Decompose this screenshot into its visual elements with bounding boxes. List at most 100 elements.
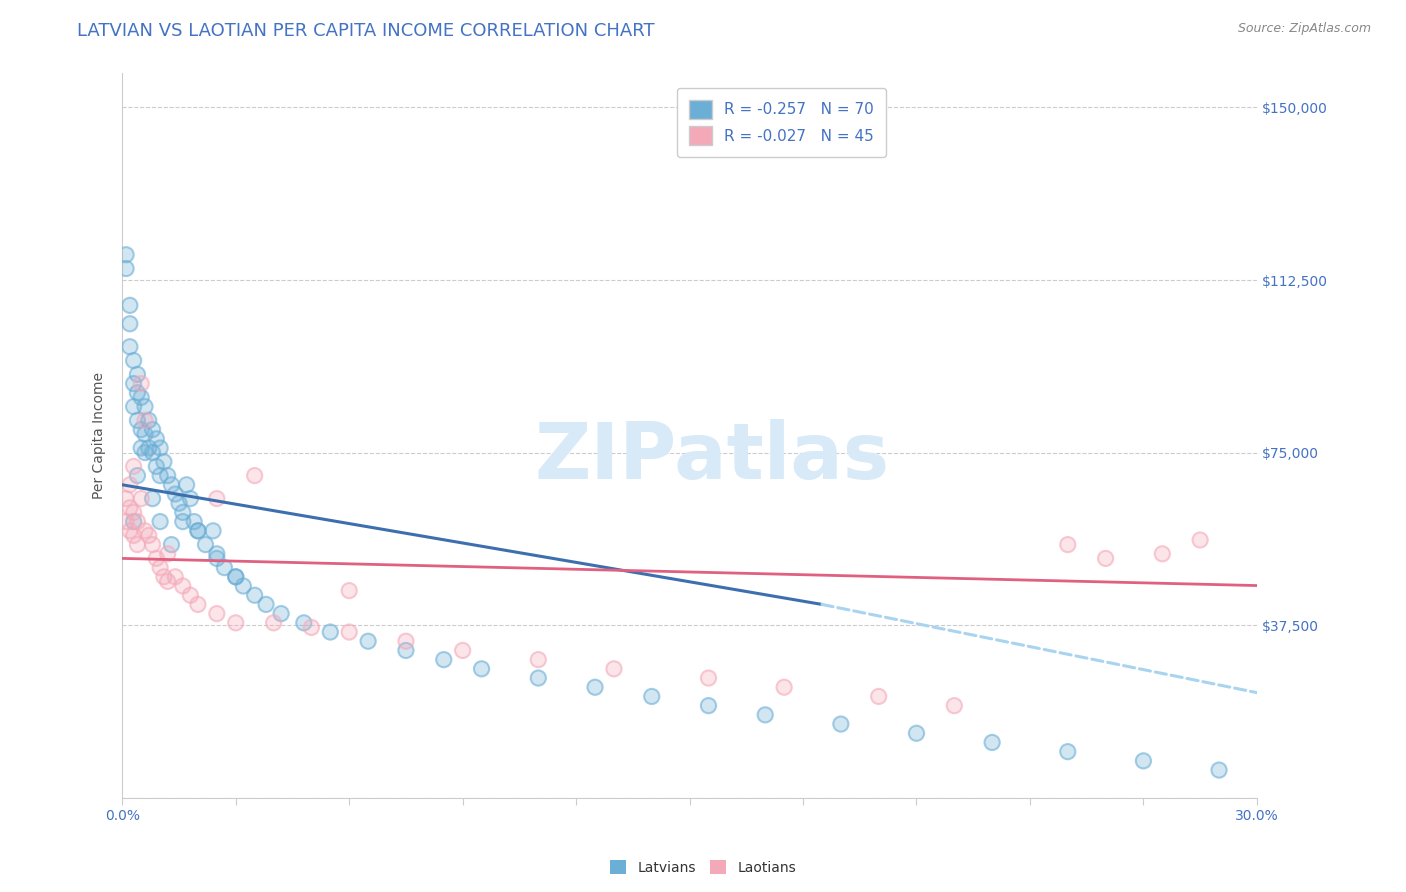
Point — [183, 515, 205, 529]
Point — [754, 707, 776, 722]
Point — [149, 560, 172, 574]
Point — [179, 491, 201, 506]
Point — [118, 340, 141, 354]
Point — [471, 662, 494, 676]
Point — [395, 634, 418, 648]
Point — [138, 441, 160, 455]
Point — [830, 717, 852, 731]
Point — [773, 680, 796, 694]
Point — [127, 515, 149, 529]
Point — [299, 620, 322, 634]
Point — [868, 690, 890, 704]
Point — [145, 459, 167, 474]
Point — [292, 615, 315, 630]
Point — [773, 680, 796, 694]
Point — [122, 400, 145, 414]
Point — [134, 427, 156, 442]
Point — [118, 317, 141, 331]
Point — [527, 653, 550, 667]
Point — [134, 524, 156, 538]
Point — [205, 551, 228, 566]
Point — [1132, 754, 1154, 768]
Point — [122, 376, 145, 391]
Point — [129, 491, 152, 506]
Point — [179, 588, 201, 602]
Point — [122, 376, 145, 391]
Point — [153, 570, 176, 584]
Point — [122, 505, 145, 519]
Point — [1152, 547, 1174, 561]
Point — [118, 477, 141, 491]
Point — [167, 496, 190, 510]
Point — [149, 468, 172, 483]
Point — [145, 551, 167, 566]
Point — [149, 560, 172, 574]
Point — [129, 390, 152, 404]
Point — [202, 524, 225, 538]
Point — [165, 570, 187, 584]
Point — [156, 547, 179, 561]
Point — [156, 468, 179, 483]
Point — [292, 615, 315, 630]
Point — [205, 547, 228, 561]
Point — [165, 570, 187, 584]
Point — [122, 353, 145, 368]
Point — [176, 477, 198, 491]
Point — [194, 538, 217, 552]
Point — [225, 615, 247, 630]
Point — [214, 560, 236, 574]
Point — [187, 524, 209, 538]
Text: Source: ZipAtlas.com: Source: ZipAtlas.com — [1237, 22, 1371, 36]
Legend: R = -0.257   N = 70, R = -0.027   N = 45: R = -0.257 N = 70, R = -0.027 N = 45 — [676, 88, 886, 157]
Point — [122, 515, 145, 529]
Point — [943, 698, 966, 713]
Point — [115, 248, 138, 262]
Point — [1094, 551, 1116, 566]
Point — [167, 496, 190, 510]
Point — [263, 615, 285, 630]
Point — [357, 634, 380, 648]
Point — [134, 445, 156, 459]
Point — [115, 491, 138, 506]
Point — [138, 413, 160, 427]
Point — [153, 455, 176, 469]
Point — [160, 477, 183, 491]
Point — [134, 400, 156, 414]
Point — [299, 620, 322, 634]
Point — [214, 560, 236, 574]
Point — [122, 515, 145, 529]
Point — [641, 690, 664, 704]
Point — [179, 588, 201, 602]
Point — [183, 515, 205, 529]
Point — [179, 491, 201, 506]
Point — [202, 524, 225, 538]
Point — [830, 717, 852, 731]
Point — [127, 515, 149, 529]
Point — [205, 607, 228, 621]
Point — [122, 459, 145, 474]
Point — [225, 570, 247, 584]
Point — [127, 468, 149, 483]
Point — [149, 441, 172, 455]
Point — [122, 400, 145, 414]
Point — [134, 413, 156, 427]
Point — [337, 583, 360, 598]
Point — [943, 698, 966, 713]
Point — [232, 579, 254, 593]
Point — [1056, 745, 1078, 759]
Point — [176, 477, 198, 491]
Point — [527, 671, 550, 685]
Point — [357, 634, 380, 648]
Point — [451, 643, 474, 657]
Point — [254, 598, 277, 612]
Point — [319, 625, 342, 640]
Point — [337, 583, 360, 598]
Point — [1208, 763, 1230, 777]
Point — [225, 570, 247, 584]
Point — [129, 376, 152, 391]
Point — [433, 653, 456, 667]
Point — [981, 735, 1004, 749]
Point — [115, 248, 138, 262]
Point — [115, 515, 138, 529]
Point — [270, 607, 292, 621]
